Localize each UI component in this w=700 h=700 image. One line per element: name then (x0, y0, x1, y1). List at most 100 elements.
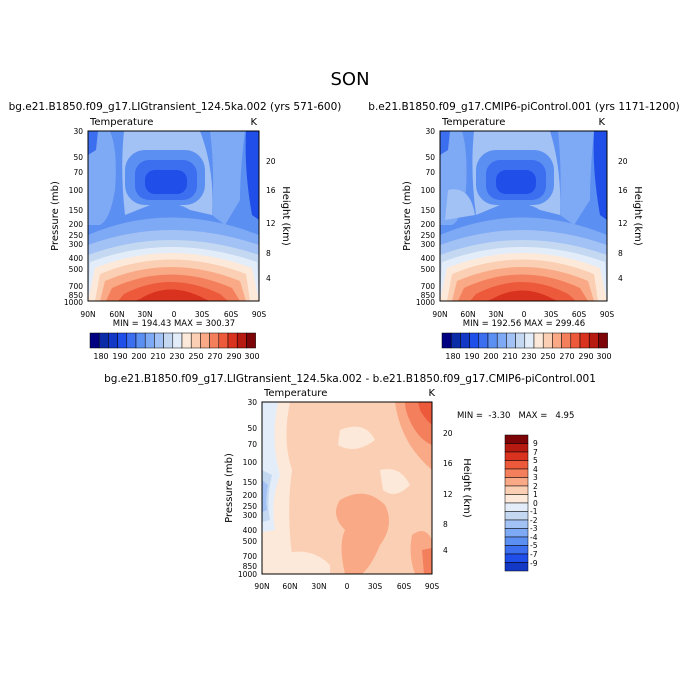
y-tick-label: 200 (69, 220, 84, 229)
field-layer (88, 131, 98, 155)
colorbar-swatch (504, 451, 529, 461)
x-axis: 90N 60N 30N 0 30S 60S 90S (80, 310, 266, 319)
colorbar-swatch (89, 332, 100, 349)
colorbar-label: 210 (502, 352, 517, 361)
x-tick-label: 30N (311, 582, 326, 591)
panel-title: bg.e21.B1850.f09_g17.LIGtransient_124.5k… (9, 101, 342, 113)
y-tick-label: 500 (243, 537, 258, 546)
colorbar-label: 230 (521, 352, 536, 361)
x-tick-label: 60S (224, 310, 239, 319)
colorbar-label: 250 (540, 352, 555, 361)
colorbar-swatch (98, 332, 109, 349)
field-layer (593, 131, 607, 220)
colorbar-label: -9 (530, 559, 538, 568)
field-layer (262, 480, 268, 512)
field-layer (210, 131, 245, 225)
panel-units: K (250, 117, 257, 128)
y-tick-label: 300 (243, 511, 258, 520)
colorbar-swatch (504, 494, 529, 504)
colorbar-swatch (504, 545, 529, 555)
colorbar-swatch (144, 332, 155, 349)
x-tick-label: 60N (282, 582, 297, 591)
y-tick-label: 300 (69, 240, 84, 249)
y2-tick-label: 4 (266, 274, 271, 283)
y-tick-label: 850 (69, 291, 84, 300)
y-axis-label: Pressure (mb) (50, 181, 61, 251)
y-axis-label: Pressure (mb) (402, 181, 413, 251)
y-tick-label: 250 (421, 231, 436, 240)
colorbar-swatch (504, 562, 529, 572)
y2-tick-label: 12 (618, 219, 628, 228)
colorbar-label: 190 (464, 352, 479, 361)
colorbar-label: 5 (533, 456, 538, 465)
y2-axis: 20 16 12 8 4 Height (km) (443, 429, 472, 555)
y-tick-label: 850 (421, 291, 436, 300)
panel-units: K (598, 117, 605, 128)
colorbar-label: 7 (533, 448, 538, 457)
x-tick-label: 90S (600, 310, 615, 319)
y-tick-label: 150 (243, 478, 258, 487)
colorbar-swatch (200, 332, 210, 349)
y-tick-label: 30 (247, 398, 257, 407)
y2-tick-label: 4 (618, 274, 623, 283)
colorbar-label: 200 (483, 352, 498, 361)
colorbar-label: 0 (533, 499, 538, 508)
colorbar-label: 9 (533, 439, 538, 448)
x-axis: 90N 60N 30N 0 30S 60S 90S (432, 310, 614, 319)
colorbar-swatch (460, 332, 470, 349)
colorbar-swatches (504, 434, 529, 572)
y2-tick-label: 8 (618, 249, 623, 258)
colorbar-label: -5 (530, 541, 538, 550)
x-tick-label: 60N (460, 310, 475, 319)
colorbar-label: 230 (169, 352, 184, 361)
panel-title: bg.e21.B1850.f09_g17.LIGtransient_124.5k… (104, 373, 596, 385)
colorbar-swatch (163, 332, 174, 349)
y-tick-label: 500 (69, 265, 84, 274)
heatmap-field (440, 131, 607, 301)
colorbar-swatch (542, 332, 553, 349)
y-tick-label: 400 (69, 254, 84, 263)
x-tick-label: 60N (109, 310, 124, 319)
field-layer (445, 189, 475, 220)
y-tick-label: 100 (421, 186, 436, 195)
colorbar-swatch (504, 528, 529, 538)
x-tick-label: 90S (252, 310, 267, 319)
y-tick-label: 150 (421, 206, 436, 215)
y-tick-label: 700 (243, 552, 258, 561)
colorbar-swatch (441, 332, 452, 349)
colorbar-swatch (227, 332, 238, 349)
colorbar-swatches (441, 332, 608, 349)
y-tick-label: 250 (69, 231, 84, 240)
y-tick-label: 300 (421, 240, 436, 249)
x-tick-label: 30S (368, 582, 383, 591)
colorbar-label: 180 (93, 352, 108, 361)
field-layer (135, 289, 210, 301)
y2-tick-label: 20 (266, 157, 276, 166)
y2-axis-label: Height (km) (280, 186, 291, 246)
field-layer (336, 493, 389, 574)
colorbar-label: 270 (559, 352, 574, 361)
y-tick-label: 700 (421, 282, 436, 291)
colorbar-swatch (533, 332, 544, 349)
colorbar-swatch (218, 332, 229, 349)
panel-subtitle: Temperature (263, 388, 327, 399)
panel-subtitle: Temperature (89, 117, 153, 128)
y-axis: 30 50 70 100 150 200 250 300 400 500 700… (50, 127, 83, 307)
field-layer (496, 170, 536, 194)
min-max-readout: MIN = 194.43 MAX = 300.37 (113, 319, 235, 329)
y-axis: 30 50 70 100 150 200 250 300 400 500 700… (402, 127, 435, 307)
y-tick-label: 30 (73, 127, 83, 136)
heatmap-field (88, 131, 259, 301)
colorbar-swatch (496, 332, 507, 349)
y-tick-label: 700 (69, 282, 84, 291)
colorbar-swatch (506, 332, 516, 349)
y-tick-label: 500 (421, 265, 436, 274)
colorbar-swatch (487, 332, 498, 349)
field-layer (558, 131, 594, 225)
colorbar-swatch (504, 468, 529, 478)
colorbar-label: -2 (530, 516, 538, 525)
x-tick-label: 0 (345, 582, 350, 591)
colorbar-swatch (246, 332, 256, 349)
y-tick-label: 100 (243, 458, 258, 467)
